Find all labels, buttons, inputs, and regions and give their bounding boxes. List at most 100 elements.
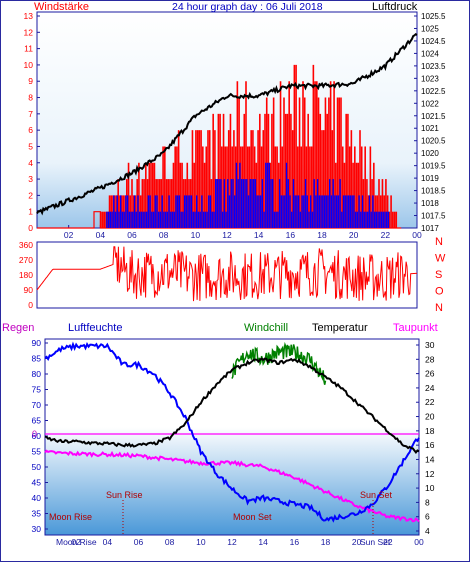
compass-label: W bbox=[435, 253, 446, 265]
panel1-title: 24 hour graph day : 06 Juli 2018 bbox=[172, 1, 323, 13]
humidity-tick-label: 75 bbox=[32, 385, 42, 395]
humidity-tick-label: 30 bbox=[32, 524, 42, 534]
direction-tick-label: 270 bbox=[19, 255, 33, 265]
temperature-tick-label: 6 bbox=[425, 512, 430, 522]
sun-set-label: Sun Set bbox=[360, 490, 393, 500]
wind-tick-label: 2 bbox=[28, 190, 33, 200]
pressure-tick-label: 1024.5 bbox=[421, 37, 446, 46]
label-regen: Regen bbox=[2, 322, 34, 334]
humidity-tick-label: 35 bbox=[32, 509, 42, 519]
windchill-series bbox=[231, 341, 327, 385]
panel3-right-axis: 4 6 8 10 12 14 16 18 20 22 24 26 28 30 bbox=[416, 340, 435, 536]
direction-tick-label: 360 bbox=[19, 240, 33, 250]
x-tick-label: 14 bbox=[258, 537, 268, 547]
wind-tick-label: 1 bbox=[28, 207, 33, 217]
wind-tick-label: 10 bbox=[24, 60, 34, 70]
x-tick-label: 02 bbox=[71, 537, 81, 547]
x-tick-label: 22 bbox=[383, 537, 393, 547]
x-tick-label: 10 bbox=[191, 230, 201, 240]
temperature-tick-label: 16 bbox=[425, 440, 435, 450]
pressure-line bbox=[36, 32, 418, 216]
x-tick-label: 08 bbox=[159, 230, 169, 240]
pressure-tick-label: 1017 bbox=[421, 224, 439, 233]
pressure-tick-label: 1019.5 bbox=[421, 162, 446, 171]
pressure-tick-label: 1023 bbox=[421, 74, 439, 83]
humidity-tick-label: 70 bbox=[32, 400, 42, 410]
pressure-tick-label: 1018.5 bbox=[421, 187, 446, 196]
humidity-tick-label: 80 bbox=[32, 369, 42, 379]
x-tick-label: 12 bbox=[222, 230, 232, 240]
humidity-tick-label: 85 bbox=[32, 354, 42, 364]
sun-set-axis-label: Sun Set bbox=[360, 537, 391, 547]
pressure-tick-label: 1021 bbox=[421, 124, 439, 133]
direction-tick-label: 180 bbox=[19, 270, 33, 280]
pressure-tick-label: 1019 bbox=[421, 174, 439, 183]
panel2-left-axis: 0 90 180 270 360 bbox=[19, 240, 33, 310]
label-taupunkt: Taupunkt bbox=[393, 322, 438, 334]
x-tick-label: 16 bbox=[290, 537, 300, 547]
pressure-tick-label: 1017.5 bbox=[421, 212, 446, 221]
wind-tick-label: 8 bbox=[28, 93, 33, 103]
x-tick-label: 00 bbox=[412, 230, 422, 240]
panel-humidity-temperature: Regen Luftfeuchte Windchill Temperatur T… bbox=[2, 322, 438, 547]
temperature-tick-label: 4 bbox=[425, 526, 430, 536]
humidity-tick-label: 50 bbox=[32, 462, 42, 472]
temperature-tick-label: 18 bbox=[425, 426, 435, 436]
pressure-tick-label: 1022 bbox=[421, 99, 439, 108]
humidity-line bbox=[44, 341, 420, 523]
x-tick-label: 06 bbox=[134, 537, 144, 547]
wind-tick-label: 6 bbox=[28, 125, 33, 135]
x-tick-label: 20 bbox=[352, 537, 362, 547]
wind-tick-label: 13 bbox=[24, 11, 34, 21]
humidity-tick-label: 60 bbox=[32, 431, 42, 441]
compass-label: N bbox=[435, 236, 443, 248]
panel3-x-axis: 02 04 06 08 10 12 14 16 18 20 22 00 bbox=[71, 537, 424, 547]
temperature-tick-label: 26 bbox=[425, 369, 435, 379]
humidity-tick-label: 90 bbox=[32, 338, 42, 348]
pressure-tick-label: 1020 bbox=[421, 149, 439, 158]
humidity-tick-label: 40 bbox=[32, 493, 42, 503]
x-tick-label: 20 bbox=[349, 230, 359, 240]
pressure-tick-label: 1021.5 bbox=[421, 112, 446, 121]
humidity-tick-label: 55 bbox=[32, 447, 42, 457]
temperature-tick-label: 22 bbox=[425, 397, 435, 407]
x-tick-label: 18 bbox=[317, 230, 327, 240]
compass-label: S bbox=[435, 269, 442, 281]
compass-label: O bbox=[435, 286, 444, 298]
temperature-tick-label: 28 bbox=[425, 354, 435, 364]
panel3-left-axis: 30 35 40 45 50 55 60 65 70 75 80 85 90 bbox=[32, 338, 48, 534]
x-tick-label: 04 bbox=[103, 537, 113, 547]
x-tick-label: 02 bbox=[64, 230, 74, 240]
temperature-tick-label: 20 bbox=[425, 412, 435, 422]
panel-wind-pressure: Windstärke 24 hour graph day : 06 Juli 2… bbox=[24, 1, 446, 240]
dewpoint-series bbox=[44, 449, 420, 523]
pressure-tick-label: 1025 bbox=[421, 24, 439, 33]
x-tick-label: 10 bbox=[196, 537, 206, 547]
x-tick-label: 18 bbox=[321, 537, 331, 547]
temperature-series bbox=[44, 357, 420, 455]
direction-tick-label: 0 bbox=[28, 300, 33, 310]
temperature-tick-label: 8 bbox=[425, 497, 430, 507]
direction-tick-label: 90 bbox=[24, 285, 34, 295]
pressure-series bbox=[36, 32, 418, 216]
wind-tick-label: 11 bbox=[24, 44, 33, 54]
wind-avg-series bbox=[106, 162, 390, 228]
humidity-series bbox=[44, 341, 420, 523]
x-tick-label: 12 bbox=[227, 537, 237, 547]
temperature-tick-label: 10 bbox=[425, 483, 435, 493]
wind-tick-label: 9 bbox=[28, 76, 33, 86]
windchill-line bbox=[231, 341, 327, 385]
x-tick-label: 00 bbox=[414, 537, 424, 547]
moon-set-label: Moon Set bbox=[233, 512, 272, 522]
temperature-tick-label: 24 bbox=[425, 383, 435, 393]
dewpoint-line bbox=[44, 449, 420, 523]
wind-direction-series bbox=[36, 246, 418, 302]
x-tick-label: 14 bbox=[254, 230, 264, 240]
temperature-tick-label: 30 bbox=[425, 340, 435, 350]
